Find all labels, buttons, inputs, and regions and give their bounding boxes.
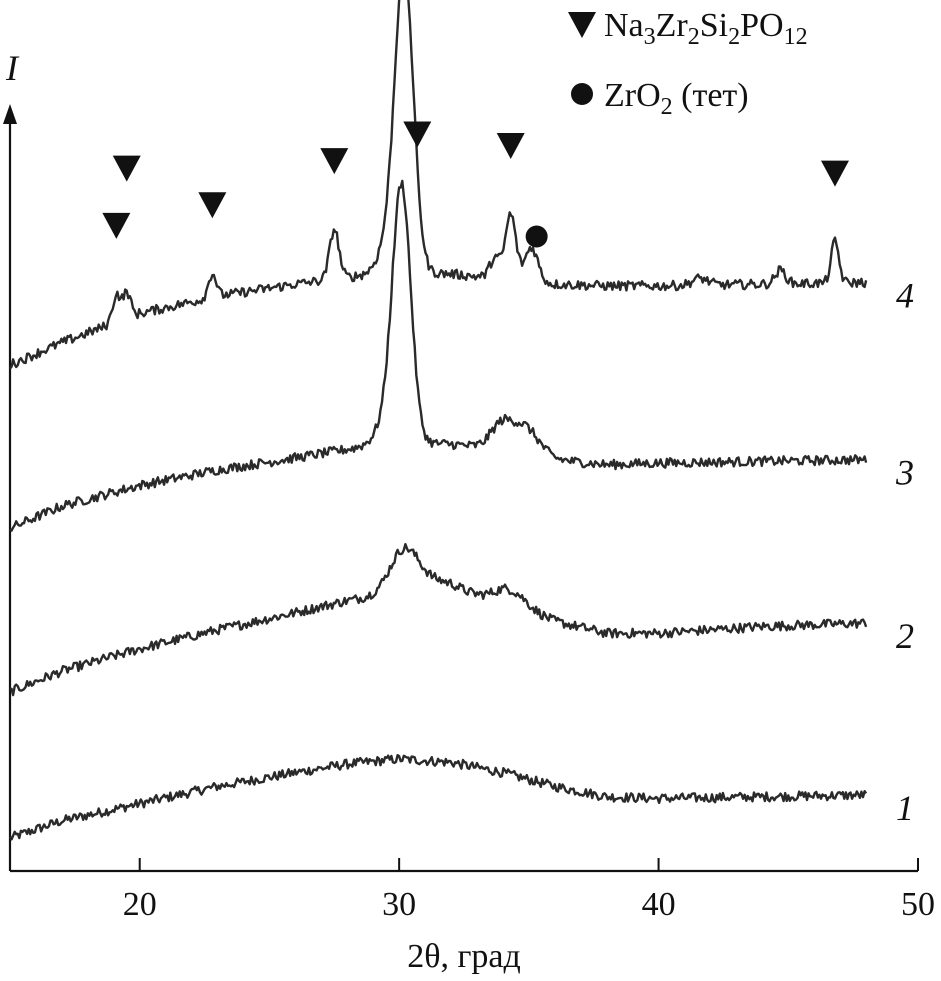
curve-label-1: 1	[896, 788, 914, 828]
nzsp-marker-5	[403, 121, 432, 148]
trace-1	[8, 754, 868, 841]
y-axis-arrow-icon	[3, 104, 17, 124]
legend-label-part: 12	[784, 24, 808, 50]
nzsp-marker-2	[198, 192, 227, 219]
legend-label-part: 2	[661, 94, 673, 120]
legend-label-part: ZrO	[604, 77, 661, 114]
legend-label-part: Si	[700, 7, 728, 44]
legend-label-part: 2	[728, 24, 740, 50]
legend-label-part: Na	[604, 7, 644, 44]
x-tick-label-40: 40	[642, 886, 676, 923]
trace-3	[9, 179, 868, 532]
legend-label-part: 2	[688, 24, 700, 50]
curve-label-2: 2	[896, 616, 914, 656]
x-tick-label-50: 50	[901, 886, 935, 923]
zro2-marker-7	[525, 225, 548, 248]
x-axis-label: 2θ, град	[407, 938, 521, 975]
x-tick-label-30: 30	[382, 886, 416, 923]
axes: I 2θ, град	[3, 48, 918, 975]
legend-label-1: ZrO2 (тет)	[604, 77, 749, 120]
y-axis-label: I	[5, 48, 20, 88]
legend-label-part: 3	[644, 24, 656, 50]
nzsp-marker-6	[496, 132, 525, 159]
traces	[8, 0, 868, 841]
x-tick-label-20: 20	[123, 886, 157, 923]
nzsp-marker-0	[102, 212, 131, 239]
nzsp-marker-8	[820, 160, 849, 187]
trace-4	[9, 0, 868, 370]
legend-label-0: Na3Zr2Si2PO12	[604, 7, 808, 50]
curve-labels: 1 2 3 4	[895, 275, 914, 828]
phase-markers	[102, 121, 849, 248]
legend-label-part: Zr	[656, 7, 689, 44]
legend-label-part: (тет)	[673, 77, 749, 114]
curve-label-3: 3	[895, 453, 914, 493]
legend-circle-icon	[571, 83, 593, 105]
curve-label-4: 4	[896, 275, 914, 315]
trace-2	[9, 543, 868, 697]
x-ticks: 20 30 40 50	[123, 858, 935, 923]
nzsp-marker-3	[320, 148, 349, 175]
legend-label-part: PO	[740, 7, 783, 44]
nzsp-marker-1	[112, 155, 141, 182]
legend-triangle-icon	[568, 12, 596, 38]
